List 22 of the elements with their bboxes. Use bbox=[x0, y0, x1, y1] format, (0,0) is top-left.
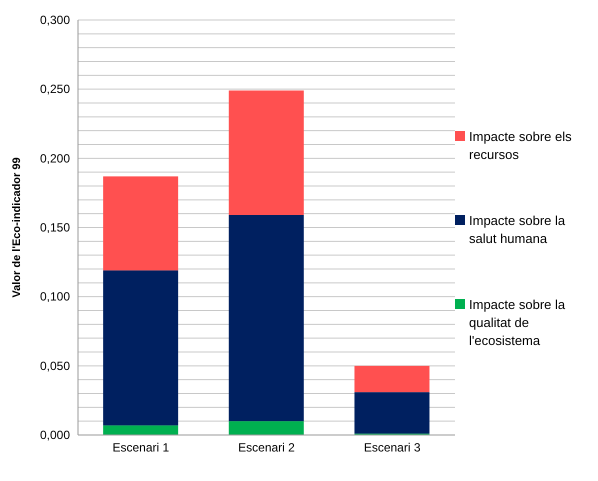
y-axis-title: Valor de l'Eco-indicador 99 bbox=[10, 157, 23, 298]
y-tick-label: 0,000 bbox=[40, 428, 70, 442]
y-tick-label: 0,250 bbox=[40, 82, 70, 96]
bar bbox=[103, 270, 178, 426]
x-tick-label: Escenari 3 bbox=[364, 440, 421, 455]
y-tick-label: 0,300 bbox=[40, 13, 70, 27]
bar bbox=[354, 392, 430, 434]
bar bbox=[103, 425, 178, 435]
bar bbox=[228, 90, 304, 216]
y-tick-label: 0,200 bbox=[40, 151, 70, 166]
x-tick-label: Escenari 2 bbox=[238, 440, 296, 455]
y-tick-label: 0,050 bbox=[40, 358, 70, 373]
x-tick-label: Escenari 1 bbox=[112, 440, 170, 455]
legend-label: Impacte sobre la salut humana bbox=[469, 212, 566, 248]
y-tick-label: 0,100 bbox=[40, 290, 70, 304]
bar bbox=[228, 215, 304, 422]
bar bbox=[228, 421, 304, 435]
y-tick-label: 0,150 bbox=[40, 220, 70, 234]
legend-label: Impacte sobre els recursos bbox=[469, 128, 573, 164]
bar bbox=[103, 176, 178, 270]
legend-label: Impacte sobre la qualitat de l'ecosistema bbox=[469, 296, 566, 350]
bar bbox=[354, 366, 430, 392]
